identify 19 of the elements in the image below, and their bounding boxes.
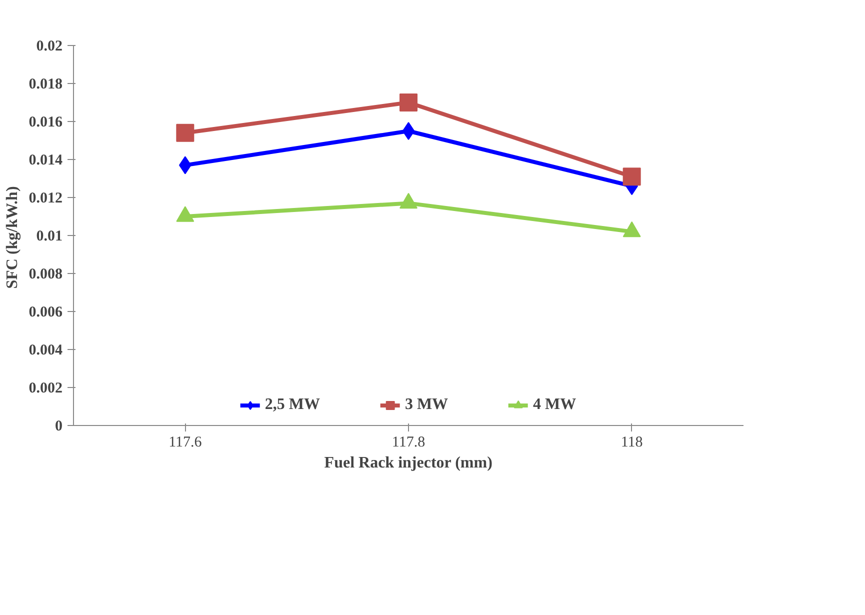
y-axis-title: SFC (kg/kW.h)	[4, 186, 21, 289]
y-tick-label: 0.006	[28, 304, 63, 320]
y-tick-label: 0.004	[28, 342, 63, 358]
x-axis-title: Fuel Rack injector (mm)	[324, 454, 492, 472]
y-tick-label: 0.012	[28, 190, 62, 206]
y-tick-label: 0.02	[36, 38, 62, 54]
y-tick-label: 0.01	[36, 228, 62, 244]
y-tick-label: 0.002	[28, 380, 62, 396]
legend-label: 4 MW	[533, 396, 576, 414]
x-tick-label: 117.8	[392, 434, 426, 450]
y-tick-label: 0	[55, 418, 62, 434]
y-tick-label: 0.016	[28, 114, 63, 130]
x-tick-label: 118	[620, 434, 643, 450]
y-tick-label: 0.008	[28, 266, 62, 282]
legend-label: 3 MW	[404, 396, 448, 414]
x-tick-label: 117.6	[168, 434, 202, 450]
legend-label: 2,5 MW	[264, 396, 320, 414]
y-tick-label: 0.018	[28, 76, 62, 92]
y-tick-label: 0.014	[28, 152, 63, 168]
